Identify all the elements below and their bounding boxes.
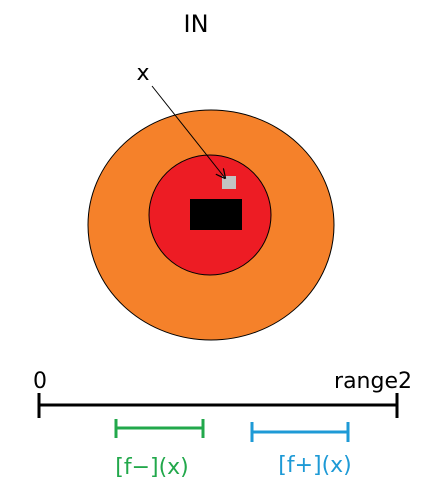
range-end-label: range2 xyxy=(334,369,412,394)
interval-f-minus-label: [f−](x) xyxy=(115,455,189,480)
diagram-title: IN xyxy=(183,10,208,38)
core-block xyxy=(190,199,242,230)
range-start-label: 0 xyxy=(33,369,47,394)
interval-f-plus-label: [f+](x) xyxy=(278,453,352,478)
interval-f-minus xyxy=(114,419,205,438)
point-arrow xyxy=(151,85,225,178)
point-label: x xyxy=(136,61,149,86)
interval-f-plus xyxy=(250,422,350,442)
point-marker xyxy=(222,176,236,189)
